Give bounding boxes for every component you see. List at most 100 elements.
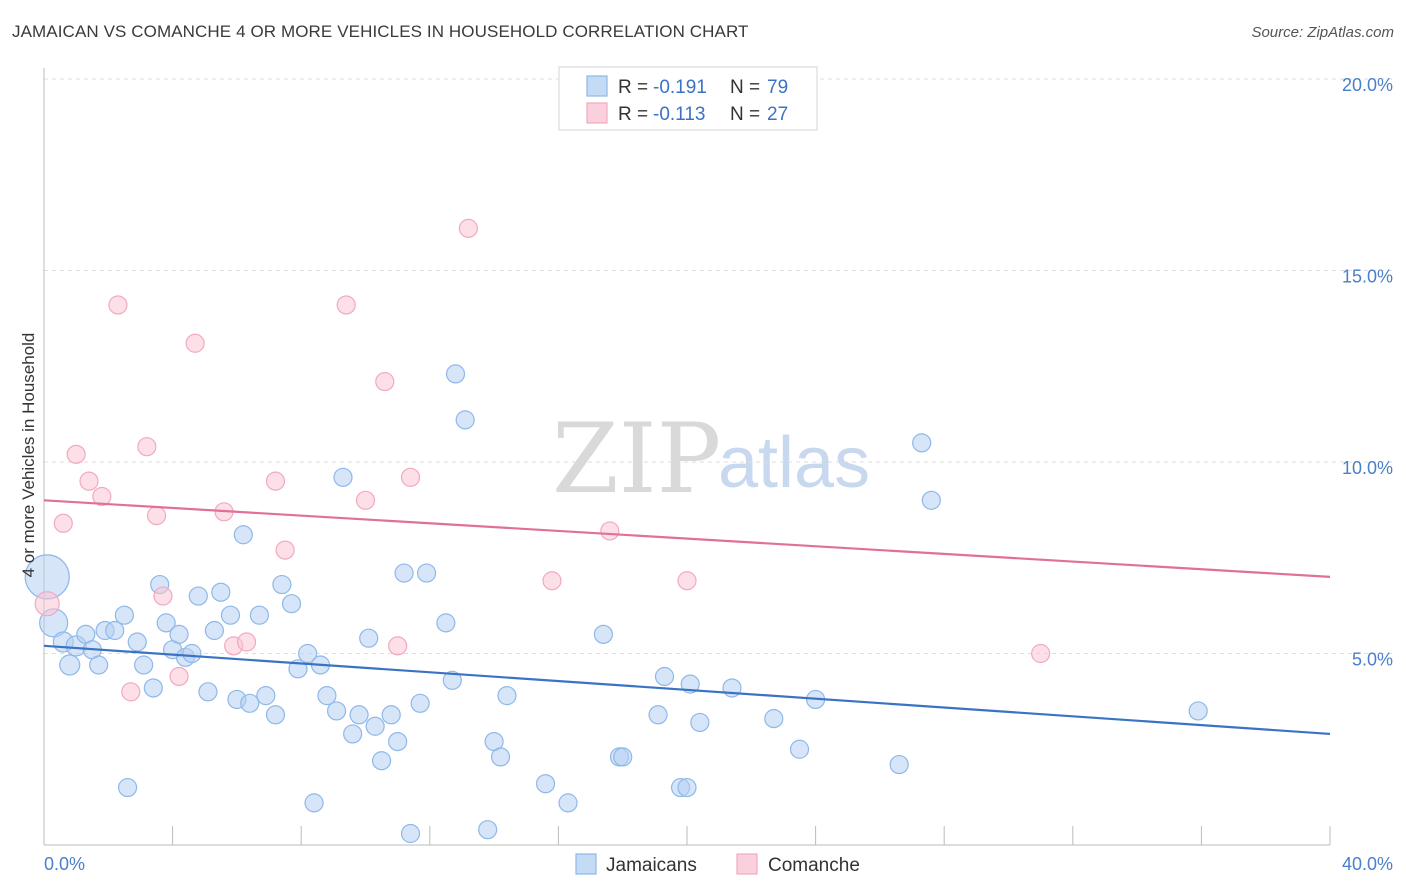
comanche-point-1 (53, 513, 73, 533)
watermark-zip: ZIP (552, 403, 721, 515)
comanche-trend-line (43, 499, 1331, 578)
y-tick-label-3: 20.0% (1342, 75, 1393, 95)
legend-swatch-jamaicans (586, 75, 608, 97)
legend-swatch-comanche (586, 102, 608, 124)
jamaicans-point-60 (535, 774, 556, 794)
jamaicans-point-41 (343, 724, 363, 744)
jamaicans-point-12 (127, 632, 147, 652)
jamaicans-point-50 (410, 693, 430, 713)
jamaicans-point-39 (326, 701, 347, 721)
comanche-point-22 (458, 218, 478, 238)
jamaicans-point-18 (169, 624, 189, 644)
x-tick-label-1: 40.0% (1342, 854, 1393, 874)
comanche-point-24 (600, 521, 620, 541)
jamaicans-point-75 (889, 754, 909, 775)
jamaicans-point-78 (1188, 701, 1208, 721)
jamaicans-point-76 (912, 433, 932, 453)
jamaicans-point-42 (349, 705, 369, 725)
jamaicans-point-51 (416, 563, 437, 583)
y-axis-label: 4 or more Vehicles in Household (19, 333, 38, 578)
x-tick-labels: 0.0% 40.0% (44, 854, 1393, 874)
legend-n-value-2: 27 (767, 104, 788, 125)
jamaicans-point-29 (249, 605, 270, 625)
scatter-points (24, 218, 1208, 844)
jamaicans-point-16 (156, 613, 176, 633)
jamaicans-point-46 (381, 705, 401, 725)
jamaicans-trend-line (43, 644, 1331, 736)
jamaicans-point-59 (497, 686, 517, 706)
comanche-point-19 (375, 371, 395, 392)
jamaicans-point-62 (593, 624, 614, 644)
source-label: Source: ZipAtlas.com (1251, 24, 1394, 41)
jamaicans-point-13 (134, 655, 154, 675)
jamaicans-point-20 (182, 643, 202, 664)
bottom-legend-swatch-comanche (736, 853, 758, 875)
y-tick-label-1: 10.0% (1342, 458, 1393, 478)
jamaicans-point-32 (272, 574, 292, 595)
jamaicans-point-72 (764, 709, 784, 729)
axes (43, 68, 1331, 846)
jamaicans-point-36 (304, 793, 324, 813)
jamaicans-point-69 (680, 674, 700, 694)
jamaicans-point-43 (359, 628, 379, 648)
jamaicans-point-7 (89, 655, 109, 675)
jamaicans-point-58 (490, 747, 511, 767)
comanche-point-0 (34, 591, 60, 617)
jamaicans-point-35 (298, 643, 318, 664)
comanche-point-5 (108, 295, 128, 315)
jamaicans-point-47 (388, 731, 408, 752)
comanche-point-15 (265, 471, 286, 491)
trendlines (43, 499, 1331, 736)
comanche-point-10 (169, 666, 189, 687)
jamaicans-point-68 (677, 777, 697, 798)
jamaicans-point-54 (445, 364, 466, 384)
jamaicans-point-31 (265, 705, 286, 725)
legend-n-label-1: N = (730, 77, 760, 98)
comanche-point-18 (355, 490, 376, 510)
jamaicans-point-61 (558, 793, 578, 813)
comanche-point-9 (153, 586, 173, 606)
jamaicans-point-38 (317, 686, 337, 706)
jamaicans-point-77 (921, 490, 941, 510)
legend-n-label-2: N = (730, 104, 760, 125)
jamaicans-point-44 (365, 716, 385, 736)
bottom-legend-swatch-jamaicans (575, 853, 597, 875)
y-tick-label-0: 5.0% (1352, 650, 1393, 670)
legend-n-value-1: 79 (767, 77, 788, 98)
comanche-point-7 (137, 437, 157, 457)
jamaicans-point-55 (455, 410, 475, 430)
jamaicans-point-65 (648, 705, 668, 725)
y-tick-labels: 5.0% 10.0% 15.0% 20.0% (1342, 75, 1393, 670)
chart-title: JAMAICAN VS COMANCHE 4 OR MORE VEHICLES … (12, 22, 749, 41)
jamaicans-point-11 (117, 777, 138, 798)
jamaicans-point-22 (198, 682, 218, 702)
jamaicans-point-30 (256, 686, 276, 706)
comanche-point-25 (677, 571, 697, 591)
bottom-legend: Jamaicans Comanche (575, 853, 860, 876)
jamaicans-point-23 (204, 620, 224, 641)
jamaicans-point-40 (333, 467, 353, 487)
jamaicans-point-53 (442, 670, 462, 690)
legend-r-value-2: -0.113 (653, 104, 705, 125)
watermark-atlas: atlas (718, 423, 870, 503)
legend: R = -0.191 N = 79 R = -0.113 N = 27 (558, 66, 818, 131)
comanche-point-8 (146, 506, 167, 526)
jamaicans-point-21 (188, 586, 208, 606)
bottom-legend-jamaicans: Jamaicans (606, 855, 697, 876)
comanche-point-17 (336, 295, 356, 315)
jamaicans-point-24 (211, 582, 231, 602)
legend-r-label-1: R = (618, 77, 648, 98)
jamaicans-point-3 (59, 654, 81, 676)
jamaicans-point-27 (233, 525, 253, 545)
jamaicans-point-56 (478, 820, 498, 840)
comanche-point-4 (92, 486, 112, 507)
comanche-point-14 (236, 632, 257, 652)
comanche-point-3 (79, 471, 99, 491)
jamaicans-point-9 (105, 620, 125, 641)
watermark: ZIP atlas (552, 403, 870, 515)
jamaicans-point-33 (281, 594, 302, 614)
comanche-point-26 (1031, 643, 1051, 664)
jamaicans-point-10 (114, 605, 134, 625)
legend-r-value-1: -0.191 (653, 77, 707, 98)
